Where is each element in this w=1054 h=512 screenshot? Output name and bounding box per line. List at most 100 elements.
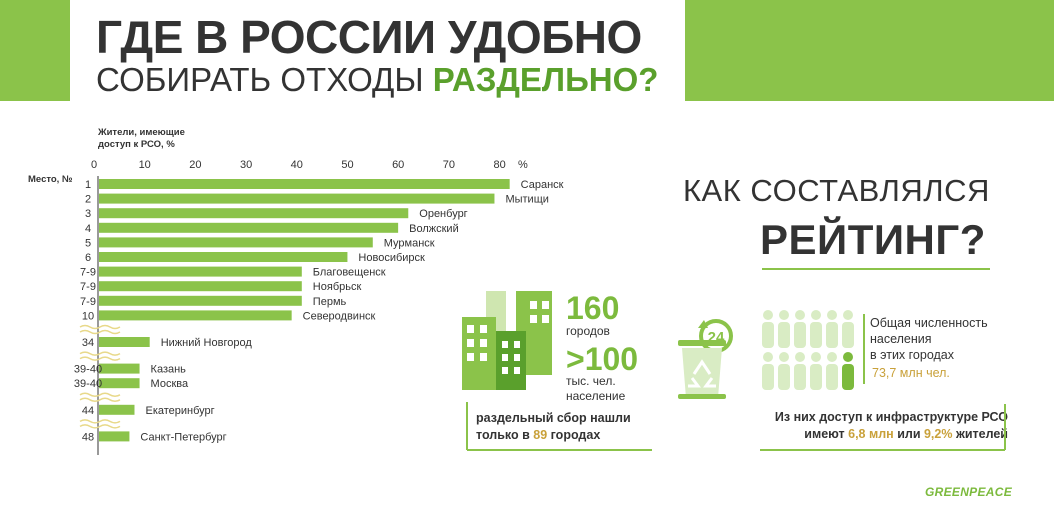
access-bracket: [760, 404, 1006, 451]
person-head: [843, 352, 853, 362]
rank-label: 2: [85, 194, 91, 206]
rank-label: 44: [82, 405, 94, 417]
bar: [99, 310, 292, 321]
population-text-line3: в этих городах: [870, 348, 955, 362]
person-body: [826, 322, 838, 348]
rank-label: 7-9: [80, 281, 96, 293]
rank-label: 4: [85, 223, 91, 235]
person-head: [811, 310, 821, 320]
axis-break-mark: [79, 419, 121, 429]
city-label: Новосибирск: [358, 252, 425, 264]
method-title-line1: КАК СОСТАВЛЯЛСЯ: [683, 173, 990, 208]
cities-count: 160: [566, 290, 620, 326]
population-bracket: [863, 314, 865, 384]
recycle-bin-icon: 24: [678, 319, 733, 399]
axis-break-mark: [79, 351, 121, 361]
population-label-line1: тыс. чел.: [566, 374, 616, 388]
rank-label: 7-9: [80, 296, 96, 308]
header-band-left: [0, 0, 70, 101]
person-body: [778, 364, 790, 390]
bar: [99, 266, 302, 277]
population-text-line1: Общая численность: [870, 316, 988, 330]
access-note-line2: имеют 6,8 млн или 9,2% жителей: [760, 426, 1008, 443]
buildings-icon: [462, 291, 552, 390]
person-body: [794, 364, 806, 390]
x-tick-label: 30: [240, 159, 252, 171]
bar: [99, 237, 373, 248]
bar: [99, 337, 150, 347]
bar: [99, 378, 140, 389]
person-head: [779, 352, 789, 362]
access-percent: 9,2%: [923, 427, 953, 441]
bar: [99, 208, 409, 219]
city-label: Северодвинск: [303, 310, 376, 322]
x-tick-label: 60: [392, 159, 404, 171]
person-head: [827, 352, 837, 362]
x-tick-label: 70: [443, 159, 455, 171]
bar: [99, 431, 130, 442]
access-mid: или: [893, 427, 924, 441]
found-prefix: только в: [476, 428, 534, 442]
header-band-right: [685, 0, 1054, 101]
bar: [99, 252, 348, 262]
page-title: ГДЕ В РОССИИ УДОБНО: [96, 11, 642, 63]
bar: [99, 281, 302, 292]
rank-label: 3: [85, 208, 91, 220]
person-head: [795, 310, 805, 320]
person-body: [810, 322, 822, 348]
city-label: Казань: [151, 364, 187, 376]
person-body: [762, 322, 774, 348]
rank-label: 6: [85, 252, 91, 264]
city-label: Екатеринбург: [145, 405, 214, 417]
access-note: Из них доступ к инфраструктуре РСО имеют …: [760, 409, 1008, 443]
rank-label: 39-40: [74, 364, 102, 376]
city-label: Москва: [151, 378, 189, 390]
person-body: [810, 364, 822, 390]
rank-label: 10: [82, 310, 94, 322]
city-label: Оренбург: [419, 208, 467, 220]
city-label: Волжский: [409, 223, 459, 235]
x-tick-label: 0: [91, 159, 97, 171]
population-threshold: >100: [566, 341, 639, 377]
person-body: [842, 322, 854, 348]
x-axis-unit: %: [518, 159, 528, 171]
rank-label: 48: [82, 431, 94, 443]
rank-axis-title: Место, №: [28, 174, 73, 185]
person-body: [826, 364, 838, 390]
city-label: Саранск: [521, 179, 564, 191]
found-note: раздельный сбор нашли только в 89 городах: [476, 410, 631, 444]
bar: [99, 222, 399, 233]
city-label: Мытищи: [505, 194, 548, 206]
person-head: [827, 310, 837, 320]
access-suffix: жителей: [952, 427, 1008, 441]
population-label-line2: население: [566, 389, 626, 403]
person-body: [842, 364, 854, 390]
x-tick-label: 10: [139, 159, 151, 171]
bar-chart: Жители, имеющие доступ к РСО, % Место, №…: [28, 127, 564, 455]
axis-break-mark: [79, 392, 121, 403]
bar: [99, 179, 510, 189]
x-tick-label: 80: [493, 159, 505, 171]
person-head: [811, 352, 821, 362]
found-count: 89: [533, 428, 548, 442]
axis-break-mark: [79, 324, 121, 335]
person-body: [762, 364, 774, 390]
person-head: [763, 310, 773, 320]
found-note-line2: только в 89 городах: [476, 427, 631, 444]
y-axis-title-line2: доступ к РСО, %: [98, 139, 175, 150]
population-text-line2: населения: [870, 332, 932, 346]
person-body: [778, 322, 790, 348]
person-head: [779, 310, 789, 320]
city-label: Пермь: [313, 296, 347, 308]
population-value: 73,7 млн чел.: [872, 366, 950, 380]
rank-label: 1: [85, 179, 91, 191]
found-note-line1: раздельный сбор нашли: [476, 411, 631, 425]
found-bracket: [466, 402, 652, 451]
person-head: [843, 310, 853, 320]
city-label: Ноябрьск: [313, 281, 362, 293]
method-title-line2: РЕЙТИНГ?: [760, 216, 986, 263]
greenpeace-logo: GREENPEACE: [925, 485, 1013, 499]
found-suffix: городах: [547, 428, 601, 442]
x-tick-label: 20: [189, 159, 201, 171]
bar: [99, 404, 135, 415]
